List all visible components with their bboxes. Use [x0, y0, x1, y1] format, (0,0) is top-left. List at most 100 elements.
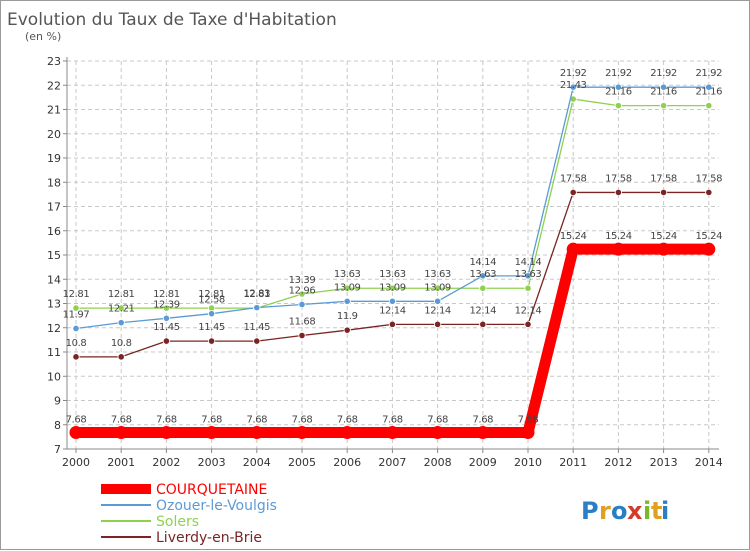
data-label: 7.68: [246, 415, 267, 426]
data-label: 15.24: [560, 231, 587, 242]
data-point: [433, 297, 442, 305]
y-tick-label: 14: [47, 273, 61, 286]
data-label: 15.24: [605, 231, 632, 242]
data-point: [295, 426, 309, 440]
data-label: 12.14: [515, 305, 542, 316]
data-point: [343, 284, 351, 292]
logo-letter: t: [651, 497, 662, 525]
data-point: [298, 331, 306, 340]
data-point: [659, 102, 668, 110]
x-tick-label: 2001: [107, 456, 135, 469]
data-label: 15.24: [650, 231, 677, 242]
y-tick-label: 11: [47, 346, 61, 359]
data-point: [614, 102, 623, 110]
y-tick-label: 16: [47, 225, 61, 238]
legend: COURQUETAINEOzouer-le-VoulgisSolersLiver…: [101, 482, 277, 546]
data-label: 14.14: [469, 257, 496, 268]
legend-label: Liverdy-en-Brie: [156, 530, 262, 546]
x-tick-label: 2005: [288, 456, 316, 469]
data-point: [69, 426, 83, 440]
y-tick-label: 12: [47, 322, 61, 335]
data-label: 12.14: [379, 305, 406, 316]
data-label: 21.16: [695, 87, 722, 98]
data-label: 7.68: [201, 415, 222, 426]
data-label: 10.8: [111, 338, 132, 349]
data-point: [705, 102, 713, 110]
data-label: 11.9: [337, 311, 358, 322]
data-label: 13.63: [424, 269, 451, 280]
x-tick-label: 2010: [514, 456, 542, 469]
data-point: [343, 326, 351, 334]
data-label: 12.96: [289, 285, 316, 296]
data-label: 11.97: [63, 309, 90, 320]
data-label: 10.8: [66, 338, 87, 349]
data-point: [205, 426, 219, 440]
data-label: 12.83: [243, 289, 270, 300]
y-tick-label: 9: [54, 395, 61, 408]
data-point: [705, 188, 713, 197]
data-point: [250, 426, 264, 440]
data-point: [388, 297, 396, 305]
y-tick-label: 15: [47, 249, 61, 262]
axes: 7 8 9 10 11 12 13 14 15 16 17 18 19 20 21 22 23 2000 2001 2…: [47, 55, 723, 469]
data-point: [611, 242, 625, 256]
data-label: 7.68: [111, 415, 132, 426]
data-point: [614, 83, 623, 91]
y-tick-label: 18: [47, 176, 61, 189]
data-point: [566, 242, 580, 256]
x-tick-label: 2014: [695, 456, 723, 469]
series-group: [69, 83, 716, 440]
legend-label: Ozouer-le-Voulgis: [156, 498, 277, 514]
data-label: 12.81: [108, 289, 135, 300]
data-point: [114, 426, 128, 440]
data-point: [476, 426, 490, 440]
y-tick-label: 8: [54, 419, 61, 432]
x-tick-label: 2009: [469, 456, 497, 469]
data-label: 13.63: [515, 269, 542, 280]
data-label: 13.09: [379, 282, 406, 293]
data-label: 11.68: [289, 317, 316, 328]
data-point: [433, 320, 442, 328]
data-point: [162, 337, 170, 345]
data-point: [569, 188, 577, 197]
data-label: 21.92: [605, 68, 632, 79]
y-tick-label: 13: [47, 298, 61, 311]
y-tick-label: 23: [47, 55, 61, 68]
data-point: [117, 353, 125, 361]
x-tick-label: 2006: [333, 456, 361, 469]
data-point: [479, 284, 487, 292]
data-point: [479, 272, 487, 280]
legend-label: COURQUETAINE: [156, 482, 267, 498]
data-point: [659, 83, 668, 91]
data-label: 17.58: [605, 173, 632, 184]
x-tick-label: 2007: [378, 456, 406, 469]
y-tick-label: 21: [47, 104, 61, 117]
data-label: 12.14: [469, 305, 496, 316]
data-label: 14.14: [515, 257, 542, 268]
x-tick-label: 2002: [152, 456, 180, 469]
logo-letter: o: [611, 497, 628, 525]
data-label: 11.45: [153, 322, 180, 333]
data-label: 11.45: [243, 322, 270, 333]
data-label: 12.81: [243, 289, 270, 300]
y-tick-label: 20: [47, 128, 61, 141]
data-label: 13.09: [424, 282, 451, 293]
data-label: 13.63: [379, 269, 406, 280]
data-label: 12.81: [63, 289, 90, 300]
data-point: [385, 426, 399, 440]
data-point: [298, 300, 306, 309]
data-label: 12.14: [424, 305, 451, 316]
y-tick-label: 10: [47, 370, 61, 383]
data-label: 15.24: [695, 231, 722, 242]
data-label: 21.92: [695, 68, 722, 79]
data-point: [569, 83, 577, 91]
data-point: [659, 188, 668, 197]
data-point: [72, 324, 80, 333]
logo-letter: r: [599, 497, 611, 525]
data-label: 7.68: [472, 415, 493, 426]
data-point: [162, 314, 170, 322]
data-label: 11.45: [198, 322, 225, 333]
data-label: 12.21: [108, 304, 135, 315]
